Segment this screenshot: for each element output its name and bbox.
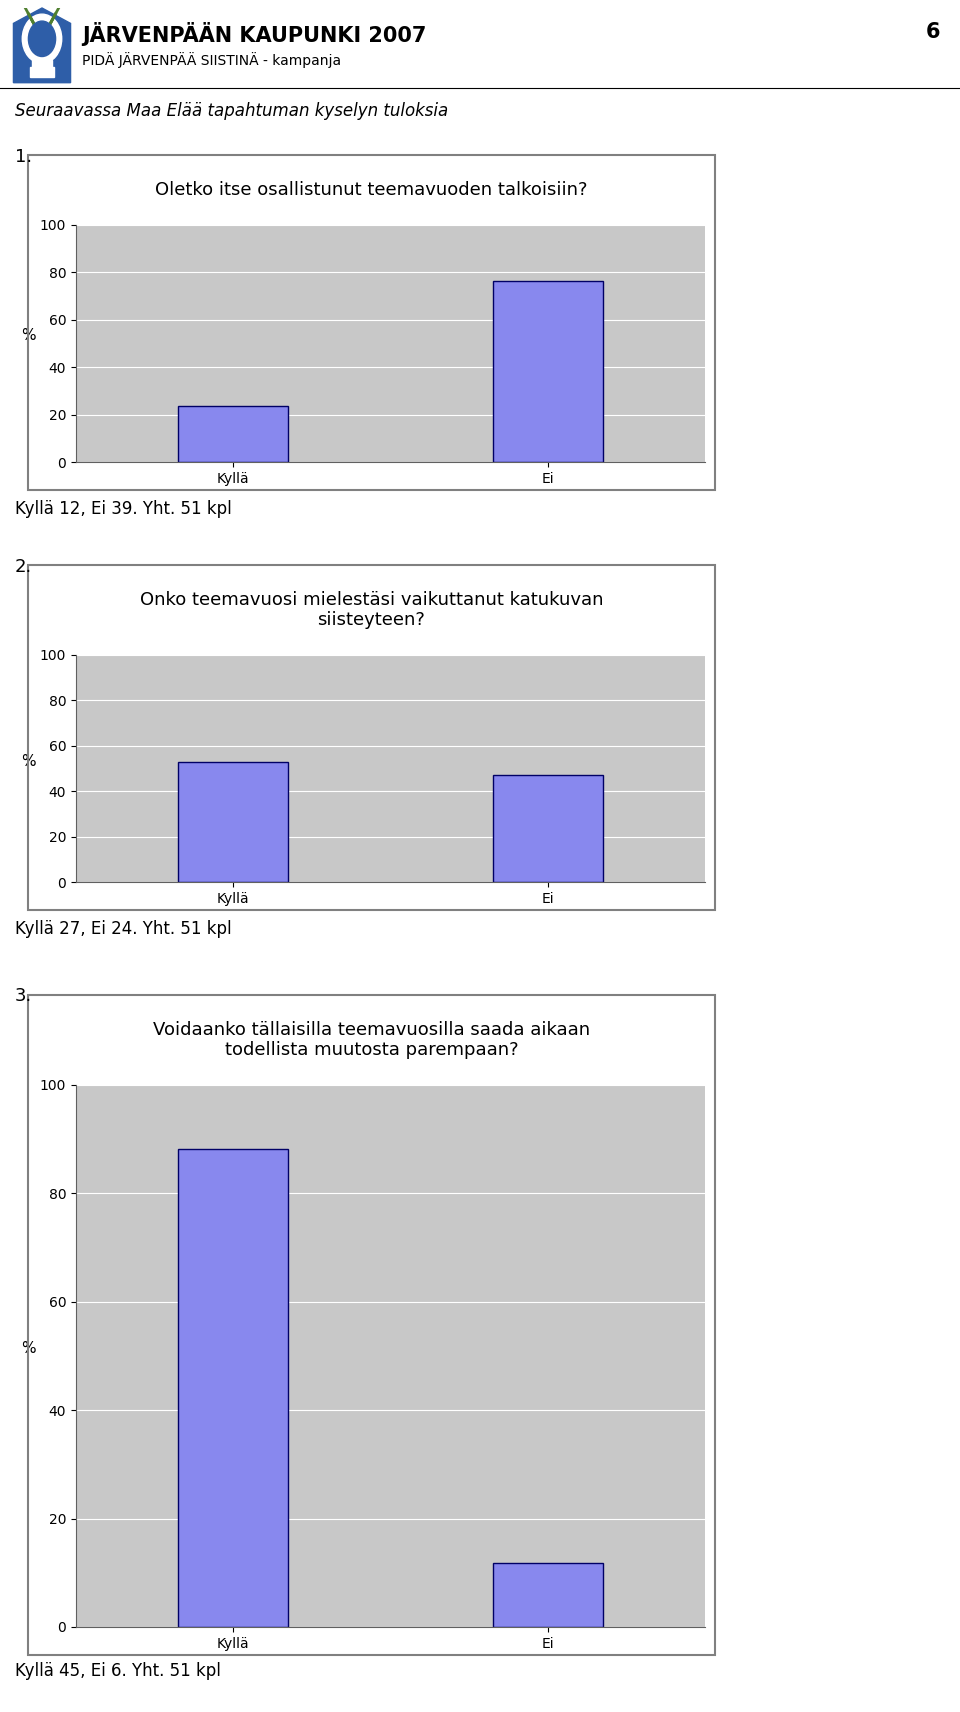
Text: 2.: 2. — [15, 558, 33, 575]
Text: Voidaanko tällaisilla teemavuosilla saada aikaan
todellista muutosta parempaan?: Voidaanko tällaisilla teemavuosilla saad… — [153, 1020, 590, 1060]
Text: Onko teemavuosi mielestäsi vaikuttanut katukuvan
siisteyteen?: Onko teemavuosi mielestäsi vaikuttanut k… — [140, 591, 603, 630]
Y-axis label: %: % — [21, 1340, 36, 1356]
Text: Kyllä 12, Ei 39. Yht. 51 kpl: Kyllä 12, Ei 39. Yht. 51 kpl — [15, 500, 231, 519]
Bar — [492, 1563, 603, 1626]
Text: PIDÄ JÄRVENPÄÄ SIISTINÄ - kampanja: PIDÄ JÄRVENPÄÄ SIISTINÄ - kampanja — [82, 51, 341, 68]
Polygon shape — [13, 9, 71, 82]
Y-axis label: %: % — [21, 329, 36, 344]
Bar — [33, 60, 52, 67]
Bar — [492, 281, 603, 462]
Text: 3.: 3. — [15, 988, 33, 1005]
Bar — [30, 67, 54, 77]
Text: 6: 6 — [925, 22, 940, 43]
Text: 1.: 1. — [15, 147, 32, 166]
Text: Kyllä 45, Ei 6. Yht. 51 kpl: Kyllä 45, Ei 6. Yht. 51 kpl — [15, 1662, 221, 1679]
Bar — [492, 776, 603, 882]
Text: Kyllä 27, Ei 24. Yht. 51 kpl: Kyllä 27, Ei 24. Yht. 51 kpl — [15, 919, 231, 938]
Bar — [179, 1149, 288, 1626]
Ellipse shape — [29, 21, 56, 56]
Text: Oletko itse osallistunut teemavuoden talkoisiin?: Oletko itse osallistunut teemavuoden tal… — [156, 181, 588, 199]
Y-axis label: %: % — [21, 753, 36, 769]
Bar — [179, 762, 288, 882]
Text: Seuraavassa Maa Elää tapahtuman kyselyn tuloksia: Seuraavassa Maa Elää tapahtuman kyselyn … — [15, 103, 448, 120]
Bar — [179, 406, 288, 462]
Ellipse shape — [22, 14, 61, 63]
Text: JÄRVENPÄÄN KAUPUNKI 2007: JÄRVENPÄÄN KAUPUNKI 2007 — [82, 22, 426, 46]
